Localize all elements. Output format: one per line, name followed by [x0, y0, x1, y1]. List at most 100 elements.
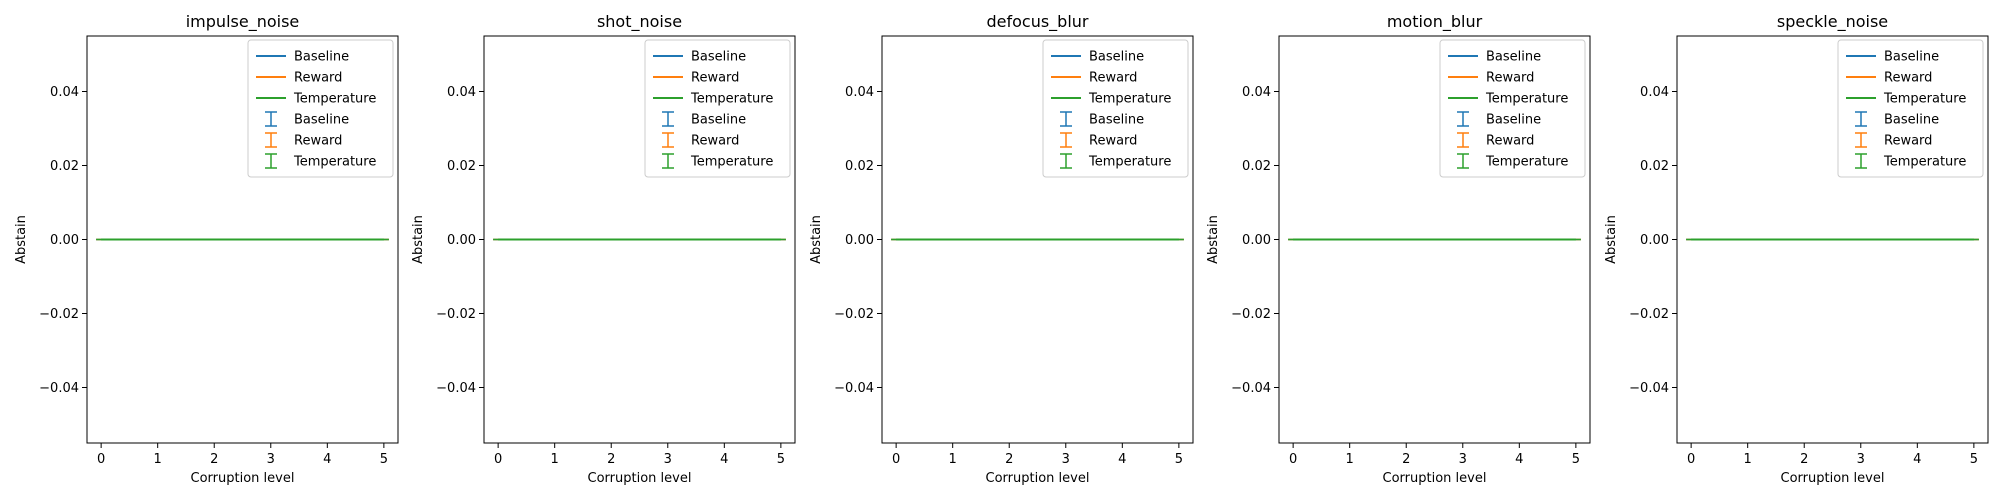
legend-entry: Reward — [294, 134, 342, 149]
y-tick-label: 0.00 — [1640, 233, 1669, 248]
legend-entry: Temperature — [1883, 155, 1966, 170]
y-axis-label: Abstain — [809, 215, 824, 264]
x-tick-label: 0 — [892, 452, 900, 467]
x-tick-label: 3 — [267, 452, 275, 467]
x-tick-label: 0 — [1289, 452, 1297, 467]
y-tick-label: −0.02 — [436, 307, 476, 322]
y-tick-label: 0.02 — [1640, 159, 1669, 174]
legend: Baseline Reward Temperature Baseline Reward T… — [1837, 39, 1984, 178]
subplot-motion-blur: motion_blur 0.04 0.02 0.00 −0.02 −0.04 0 1 2 3 4 5 C… — [1206, 12, 1591, 486]
legend-frame — [247, 39, 394, 178]
legend-entry: Baseline — [1486, 113, 1541, 128]
y-tick-label: −0.02 — [39, 307, 79, 322]
legend-entry: Baseline — [1089, 113, 1144, 128]
legend-entry: Temperature — [293, 155, 376, 170]
legend-entry: Baseline — [1089, 50, 1144, 65]
x-tick-label: 3 — [1459, 452, 1467, 467]
legend-entry: Reward — [1486, 134, 1534, 149]
x-tick-label: 2 — [1800, 452, 1808, 467]
x-tick-label: 0 — [494, 452, 502, 467]
legend-entry: Reward — [1884, 71, 1932, 86]
y-axis-label: Abstain — [14, 215, 29, 264]
x-tick-label: 3 — [1062, 452, 1070, 467]
x-tick-label: 4 — [1515, 452, 1523, 467]
x-axis-label: Corruption level — [191, 471, 295, 486]
legend-frame — [644, 39, 791, 178]
y-tick-label: −0.02 — [834, 307, 874, 322]
axes-frame — [881, 35, 1194, 444]
legend-entry: Temperature — [1088, 155, 1171, 170]
subplot-title: motion_blur — [1387, 12, 1483, 32]
legend: Baseline Reward Temperature Baseline Reward T… — [1042, 39, 1189, 178]
legend-entry: Baseline — [691, 50, 746, 65]
subplot-shot-noise: shot_noise 0.04 0.02 0.00 −0.02 −0.04 0 1 2 3 4 5 Co… — [411, 12, 796, 486]
y-tick-label: 0.00 — [50, 233, 79, 248]
legend-entry: Reward — [691, 134, 739, 149]
y-tick-label: 0.02 — [50, 159, 79, 174]
x-axis-label: Corruption level — [1781, 471, 1885, 486]
legend-entry: Temperature — [1883, 92, 1966, 107]
legend-entry: Temperature — [690, 155, 773, 170]
x-tick-label: 0 — [97, 452, 105, 467]
subplot-title: speckle_noise — [1777, 12, 1888, 32]
x-tick-label: 3 — [664, 452, 672, 467]
y-tick-label: 0.02 — [447, 159, 476, 174]
y-tick-label: −0.02 — [1231, 307, 1271, 322]
x-tick-label: 1 — [949, 452, 957, 467]
x-axis-label: Corruption level — [1383, 471, 1487, 486]
legend-entry: Reward — [1884, 134, 1932, 149]
x-tick-label: 0 — [1687, 452, 1695, 467]
legend-entry: Temperature — [1485, 155, 1568, 170]
x-tick-label: 5 — [777, 452, 785, 467]
subplot-impulse-noise: impulse_noise 0.04 0.02 0.00 −0.02 −0.04 0 1 2 3 4… — [14, 12, 399, 486]
y-tick-label: 0.04 — [1640, 85, 1669, 100]
subplot-title: impulse_noise — [186, 12, 300, 32]
y-tick-label: 0.02 — [1242, 159, 1271, 174]
y-axis-label: Abstain — [1206, 215, 1221, 264]
y-tick-label: −0.04 — [1629, 381, 1669, 396]
subplot-title: shot_noise — [597, 12, 682, 32]
legend-frame — [1042, 39, 1189, 178]
legend-entry: Baseline — [1486, 50, 1541, 65]
x-tick-label: 2 — [210, 452, 218, 467]
legend: Baseline Reward Temperature Baseline Reward T… — [1439, 39, 1586, 178]
y-tick-label: 0.00 — [447, 233, 476, 248]
legend-entry: Baseline — [294, 50, 349, 65]
x-tick-label: 5 — [380, 452, 388, 467]
x-tick-label: 1 — [154, 452, 162, 467]
legend-entry: Temperature — [1088, 92, 1171, 107]
legend-entry: Baseline — [294, 113, 349, 128]
legend: Baseline Reward Temperature Baseline Reward T… — [644, 39, 791, 178]
x-tick-label: 1 — [1346, 452, 1354, 467]
y-tick-label: 0.02 — [845, 159, 874, 174]
legend-entry: Baseline — [1884, 50, 1939, 65]
x-tick-label: 2 — [1402, 452, 1410, 467]
x-tick-label: 3 — [1857, 452, 1865, 467]
legend-entry: Reward — [1089, 71, 1137, 86]
y-tick-label: −0.04 — [436, 381, 476, 396]
x-tick-label: 5 — [1175, 452, 1183, 467]
x-tick-label: 2 — [607, 452, 615, 467]
x-tick-label: 1 — [1744, 452, 1752, 467]
y-tick-label: 0.00 — [1242, 233, 1271, 248]
x-tick-label: 2 — [1005, 452, 1013, 467]
legend-frame — [1439, 39, 1586, 178]
axes-frame — [1278, 35, 1591, 444]
y-tick-label: −0.04 — [39, 381, 79, 396]
x-tick-label: 1 — [551, 452, 559, 467]
legend-entry: Baseline — [1884, 113, 1939, 128]
y-axis-label: Abstain — [1604, 215, 1619, 264]
y-tick-label: 0.04 — [50, 85, 79, 100]
legend-entry: Temperature — [690, 92, 773, 107]
y-tick-label: −0.04 — [1231, 381, 1271, 396]
x-axis-label: Corruption level — [986, 471, 1090, 486]
legend-frame — [1837, 39, 1984, 178]
x-tick-label: 5 — [1572, 452, 1580, 467]
subplot-title: defocus_blur — [986, 12, 1088, 32]
legend: Baseline Reward Temperature Baseline Reward T… — [247, 39, 394, 178]
y-tick-label: −0.04 — [834, 381, 874, 396]
y-axis-label: Abstain — [411, 215, 426, 264]
legend-entry: Reward — [1486, 71, 1534, 86]
x-axis-label: Corruption level — [588, 471, 692, 486]
